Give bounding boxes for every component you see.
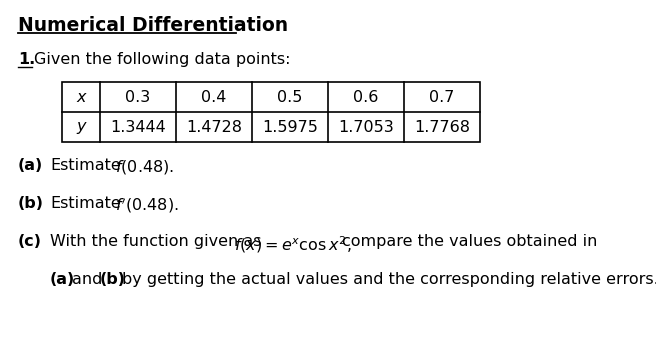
Text: 1.7768: 1.7768 xyxy=(414,119,470,134)
Bar xyxy=(62,82,480,142)
Text: 1.5975: 1.5975 xyxy=(262,119,318,134)
Text: $f$(0.48).: $f$(0.48). xyxy=(115,158,174,176)
Text: $f'$(0.48).: $f'$(0.48). xyxy=(115,196,179,215)
Text: 0.3: 0.3 xyxy=(125,90,151,105)
Text: compare the values obtained in: compare the values obtained in xyxy=(342,234,598,249)
Text: Numerical Differentiation: Numerical Differentiation xyxy=(18,16,288,35)
Text: 1.: 1. xyxy=(18,52,35,67)
Text: 1.7053: 1.7053 xyxy=(338,119,394,134)
Text: and: and xyxy=(72,272,102,287)
Text: 0.4: 0.4 xyxy=(201,90,227,105)
Text: $f(x) = e^x \cos x^2$,: $f(x) = e^x \cos x^2$, xyxy=(234,234,352,255)
Text: x: x xyxy=(76,90,86,105)
Text: (b): (b) xyxy=(100,272,126,287)
Text: (a): (a) xyxy=(18,158,43,173)
Text: With the function given as: With the function given as xyxy=(50,234,262,249)
Text: Given the following data points:: Given the following data points: xyxy=(34,52,291,67)
Text: 1.4728: 1.4728 xyxy=(186,119,242,134)
Text: 1.3444: 1.3444 xyxy=(110,119,166,134)
Text: Estimate: Estimate xyxy=(50,158,121,173)
Text: (c): (c) xyxy=(18,234,42,249)
Text: by getting the actual values and the corresponding relative errors.: by getting the actual values and the cor… xyxy=(122,272,656,287)
Text: (b): (b) xyxy=(18,196,44,211)
Text: y: y xyxy=(76,119,86,134)
Text: 0.7: 0.7 xyxy=(429,90,455,105)
Text: 0.5: 0.5 xyxy=(277,90,302,105)
Text: (a): (a) xyxy=(50,272,75,287)
Text: 0.6: 0.6 xyxy=(354,90,379,105)
Text: Estimate: Estimate xyxy=(50,196,121,211)
